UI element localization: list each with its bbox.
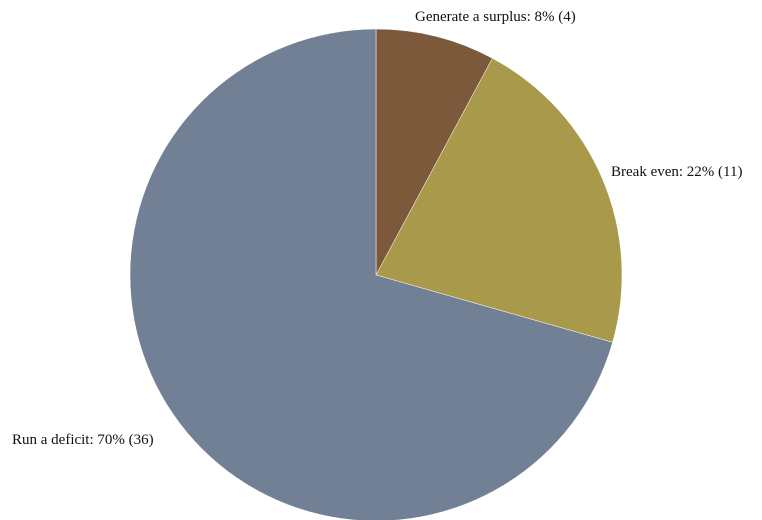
pie-labels: Generate a surplus: 8% (4) Break even: 2… [12, 9, 742, 448]
pie-slice-generate-a-surplus [375, 28, 493, 276]
slice-label-generate-a-surplus: Generate a surplus: 8% (4) [415, 9, 576, 25]
pie-slice-break-even [375, 57, 623, 343]
slice-label-break-even: Break even: 22% (11) [611, 164, 742, 180]
slice-label-run-a-deficit: Run a deficit: 70% (36) [12, 432, 154, 448]
pie-slices [129, 28, 623, 520]
pie-slice-run-a-deficit [129, 28, 613, 520]
